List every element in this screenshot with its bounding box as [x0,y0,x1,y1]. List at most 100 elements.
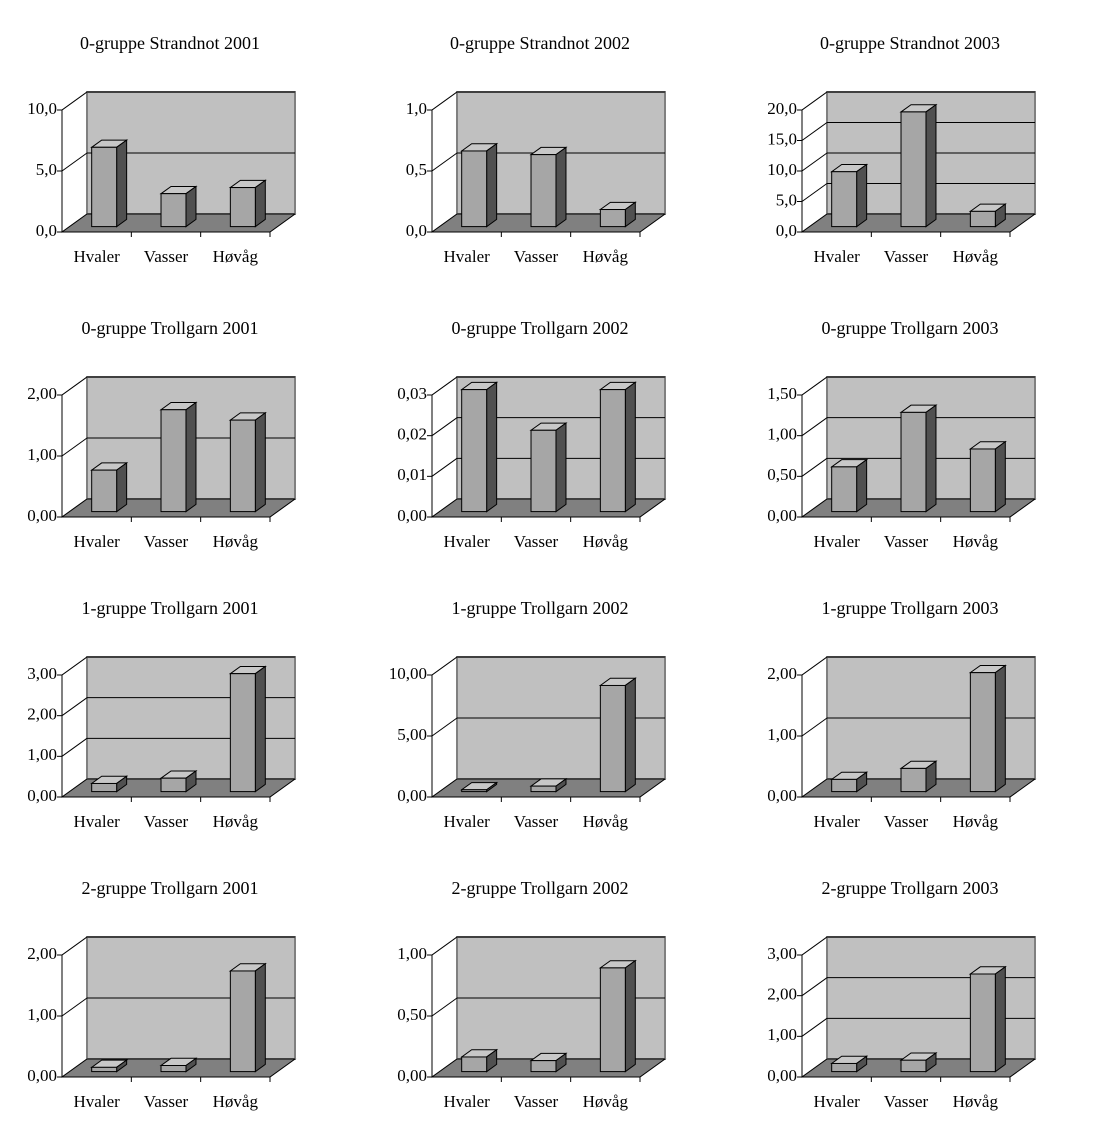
bar [969,448,996,513]
y-tick-label: 1,0 [406,99,427,118]
x-tick-label: Hvaler [814,812,861,831]
bar [831,466,858,513]
grid-line [431,417,458,437]
bar [461,789,488,793]
chart-title: 2-gruppe Trollgarn 2003 [822,878,999,898]
chart-title: 1-gruppe Trollgarn 2001 [82,598,259,618]
bar-side [185,401,197,513]
grid-line [61,656,88,676]
chart-title: 1-gruppe Trollgarn 2002 [452,598,629,618]
x-axis-edge [639,1058,666,1078]
y-tick-label: 0,00 [767,786,797,805]
grid-line [61,737,88,757]
chart-title: 0-gruppe Trollgarn 2002 [452,318,629,338]
chart-title: 0-gruppe Strandnot 2001 [80,33,260,53]
grid-line [61,152,88,172]
y-tick-label: 3,00 [767,944,797,963]
grid-line [431,997,458,1017]
y-tick-label: 5,00 [397,725,427,744]
chart-title: 1-gruppe Trollgarn 2003 [822,598,999,618]
x-axis-edge [1009,1058,1036,1078]
bar [831,1062,858,1073]
grid-line [61,697,88,717]
grid-line [61,498,88,518]
grid-line [61,936,88,956]
bar-side [254,962,266,1073]
y-tick-label: 0,00 [27,786,57,805]
x-tick-label: Hvaler [74,247,121,266]
bar [599,209,626,228]
grid-line [801,717,828,737]
y-tick-label: 1,00 [767,1025,797,1044]
grid-line [801,91,828,111]
y-tick-label: 0,0 [776,221,797,240]
grid-line [431,457,458,477]
bar [461,150,488,228]
grid-line [431,213,458,233]
x-axis-edge [269,1058,296,1078]
grid-line [61,213,88,233]
bar [91,1066,118,1073]
y-tick-label: 0,0 [36,221,57,240]
bar [91,782,118,793]
bar [91,146,118,228]
x-axis-edge [269,498,296,518]
bar [461,1056,488,1073]
x-tick-label: Vasser [514,812,559,831]
y-tick-label: 0,02 [397,425,427,444]
bar [91,469,118,513]
x-tick-label: Høvåg [953,532,999,551]
x-tick-label: Vasser [884,247,929,266]
y-tick-label: 2,00 [767,985,797,1004]
x-axis-edge [269,213,296,233]
grid-line [61,1058,88,1078]
x-tick-label: Hvaler [814,1092,861,1111]
grid-line [801,656,828,676]
x-axis-edge [639,778,666,798]
y-tick-label: 0,50 [397,1005,427,1024]
x-tick-label: Hvaler [814,532,861,551]
bar [900,1059,927,1073]
y-tick-label: 2,00 [27,944,57,963]
chart-title: 0-gruppe Trollgarn 2003 [822,318,999,338]
y-tick-label: 0,03 [397,384,427,403]
bar [599,389,626,513]
bar [969,672,996,793]
grid-line [801,977,828,997]
x-axis-edge [1009,213,1036,233]
x-tick-label: Høvåg [213,532,259,551]
side-wall [801,376,828,518]
side-wall [431,376,458,518]
bar [461,389,488,513]
y-tick-label: 10,0 [767,160,797,179]
grid-line [431,778,458,798]
bar-side [254,411,266,513]
y-tick-label: 5,0 [36,160,57,179]
y-tick-label: 0,5 [406,160,427,179]
bar-side [925,103,937,228]
side-wall [801,936,828,1078]
x-tick-label: Høvåg [213,812,259,831]
grid-line [801,376,828,396]
chart-title: 0-gruppe Strandnot 2002 [450,33,630,53]
y-tick-label: 0,01 [397,465,427,484]
x-tick-label: Hvaler [444,247,491,266]
x-tick-label: Høvåg [583,812,629,831]
x-axis-edge [1009,498,1036,518]
x-tick-label: Hvaler [74,812,121,831]
grid-line [801,1058,828,1078]
grid-line [801,936,828,956]
grid-line [61,91,88,111]
grid-line [431,376,458,396]
y-tick-label: 0,00 [27,506,57,525]
bar-side [994,440,1006,513]
y-tick-label: 1,00 [767,725,797,744]
bar-side [555,146,567,228]
x-tick-label: Høvåg [213,247,259,266]
x-tick-label: Vasser [144,532,189,551]
y-tick-label: 0,00 [397,1066,427,1085]
bar [900,767,927,793]
bar [530,1060,557,1073]
bar-side [994,664,1006,793]
